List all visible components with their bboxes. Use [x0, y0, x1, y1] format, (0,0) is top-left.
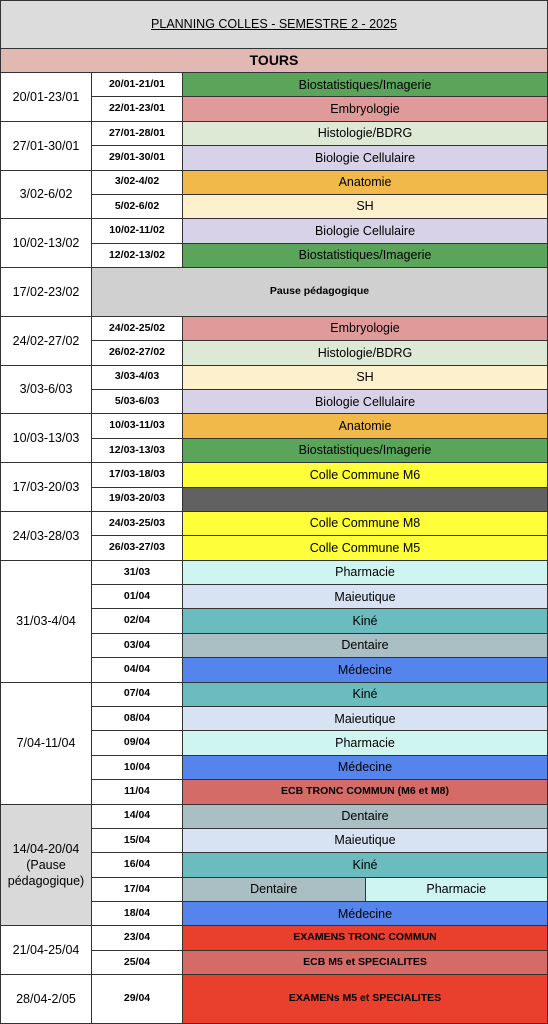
subject-cell: Maieutique [183, 707, 548, 732]
period-cell: 10/02-13/02 [0, 219, 92, 269]
date-cell: 15/04 [92, 828, 183, 854]
date-cell: 02/04 [92, 609, 183, 634]
date-cell: 10/04 [92, 755, 183, 781]
date-cell: 24/03-25/03 [92, 511, 183, 537]
date-cell: 25/04 [92, 950, 183, 976]
date-cell: 17/03-18/03 [92, 463, 183, 488]
subject-cell: ECB M5 et SPECIALITES [183, 950, 548, 976]
subject-cell: Anatomie [183, 414, 548, 439]
date-cell: 26/03-27/03 [92, 536, 183, 561]
subject-cell: Pharmacie [183, 731, 548, 756]
date-cell: 12/03-13/03 [92, 438, 183, 464]
subject-cell: Biologie Cellulaire [183, 219, 548, 244]
date-cell: 29/04 [92, 975, 183, 1024]
subject-cell: SH [183, 365, 548, 390]
subject-cell: Pharmacie [183, 560, 548, 586]
subject-cell: Maieutique [183, 585, 548, 610]
period-cell: 3/02-6/02 [0, 170, 92, 220]
subject-cell: Médecine [183, 658, 548, 683]
subject-cell: Dentaire [183, 877, 366, 903]
date-cell: 17/04 [92, 877, 183, 903]
period-cell: 3/03-6/03 [0, 365, 92, 415]
subject-cell: EXAMENs M5 et SPECIALITES [183, 975, 548, 1024]
period-cell: 7/04-11/04 [0, 682, 92, 805]
subject-cell: Embryologie [183, 316, 548, 342]
period-cell: 28/04-2/05 [0, 975, 92, 1024]
title: PLANNING COLLES - SEMESTRE 2 - 2025 [0, 0, 548, 49]
date-cell: 27/01-28/01 [92, 121, 183, 147]
date-cell: 14/04 [92, 804, 183, 829]
subject-cell: EXAMENS TRONC COMMUN [183, 926, 548, 951]
date-cell: 11/04 [92, 780, 183, 805]
date-cell: 23/04 [92, 926, 183, 951]
period-cell: 20/01-23/01 [0, 73, 92, 122]
subject-cell: Dentaire [183, 804, 548, 829]
date-cell: 16/04 [92, 853, 183, 878]
date-cell: 18/04 [92, 902, 183, 927]
date-cell: 09/04 [92, 731, 183, 756]
subject-cell: Histologie/BDRG [183, 121, 548, 147]
date-cell: 08/04 [92, 707, 183, 732]
period-cell: 21/04-25/04 [0, 926, 92, 976]
subject-cell: SH [183, 194, 548, 220]
date-cell: 31/03 [92, 560, 183, 586]
date-cell: 19/03-20/03 [92, 487, 183, 512]
date-cell: 3/03-4/03 [92, 365, 183, 390]
date-cell: 3/02-4/02 [92, 170, 183, 195]
date-cell: 29/01-30/01 [92, 146, 183, 171]
date-cell: 04/04 [92, 658, 183, 683]
period-cell: 24/03-28/03 [0, 511, 92, 561]
subject-cell: Kiné [183, 853, 548, 878]
date-cell: 03/04 [92, 633, 183, 659]
subject-cell: Médecine [183, 755, 548, 781]
subject-cell: Kiné [183, 682, 548, 707]
subject-cell: Biologie Cellulaire [183, 390, 548, 415]
subject-cell: ECB TRONC COMMUN (M6 et M8) [183, 780, 548, 805]
subject-cell: Histologie/BDRG [183, 341, 548, 366]
subject-cell: Biologie Cellulaire [183, 146, 548, 171]
period-cell: 17/03-20/03 [0, 463, 92, 512]
period-cell: 24/02-27/02 [0, 316, 92, 366]
subject-cell: Kiné [183, 609, 548, 634]
subject-cell: Pause pédagogique [92, 268, 548, 317]
date-cell: 5/03-6/03 [92, 390, 183, 415]
period-cell: 17/02-23/02 [0, 268, 92, 317]
period-cell: 14/04-20/04 (Pause pédagogique) [0, 804, 92, 927]
period-cell: 27/01-30/01 [0, 121, 92, 171]
date-cell: 24/02-25/02 [92, 316, 183, 342]
date-cell: 26/02-27/02 [92, 341, 183, 366]
subject-cell: Pharmacie [365, 877, 548, 903]
subject-cell: Biostatistiques/Imagerie [183, 73, 548, 98]
subtitle: TOURS [0, 49, 548, 73]
subject-cell: Dentaire [183, 633, 548, 659]
subject-cell: Anatomie [183, 170, 548, 195]
date-cell: 20/01-21/01 [92, 73, 183, 98]
subject-cell: Médecine [183, 902, 548, 927]
subject-cell: Biostatistiques/Imagerie [183, 243, 548, 269]
date-cell: 07/04 [92, 682, 183, 707]
subject-cell: Maieutique [183, 828, 548, 854]
date-cell: 01/04 [92, 585, 183, 610]
date-cell: 12/02-13/02 [92, 243, 183, 269]
date-cell: 22/01-23/01 [92, 97, 183, 122]
subject-cell: Embryologie [183, 97, 548, 122]
subject-cell: Biostatistiques/Imagerie [183, 438, 548, 464]
date-cell: 5/02-6/02 [92, 194, 183, 220]
period-cell: 31/03-4/04 [0, 560, 92, 683]
date-cell: 10/02-11/02 [92, 219, 183, 244]
subject-cell: Colle Commune M6 [183, 463, 548, 488]
subject-cell: Colle Commune M8 [183, 511, 548, 537]
subject-cell: Colle Commune M5 [183, 536, 548, 561]
period-cell: 10/03-13/03 [0, 414, 92, 464]
date-cell: 10/03-11/03 [92, 414, 183, 439]
subject-cell [183, 487, 548, 512]
